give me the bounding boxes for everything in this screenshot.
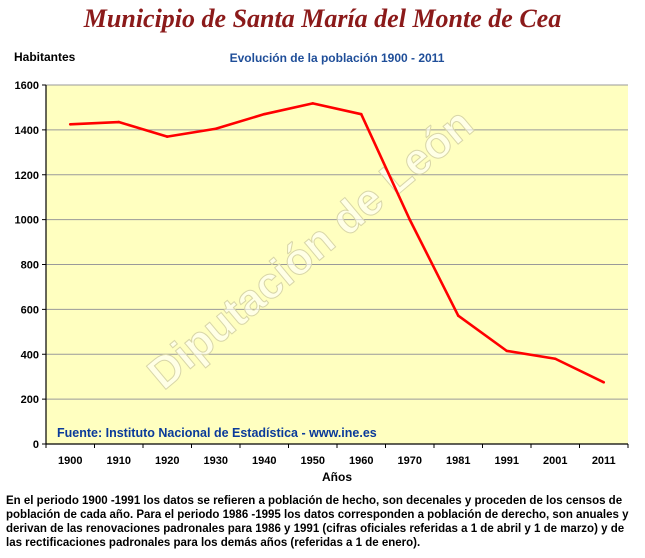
data-point (214, 127, 218, 131)
x-tick-label: 1950 (301, 455, 325, 467)
population-line (70, 102, 605, 384)
chart-title: Evolución de la población 1900 - 2011 (230, 51, 445, 65)
y-tick-label: 400 (21, 349, 39, 361)
y-tick-label: 1400 (15, 125, 39, 137)
gridlines (46, 84, 628, 400)
page-title: Municipio de Santa María del Monte de Ce… (83, 4, 562, 33)
data-point (456, 314, 460, 317)
y-tick-label: 200 (21, 394, 39, 406)
x-tick-label: 1940 (252, 455, 276, 467)
x-tick-label: 1910 (107, 455, 131, 467)
data-point (262, 112, 266, 116)
y-axis-label: Habitantes (14, 50, 76, 64)
x-tick-label: 1900 (58, 455, 82, 467)
x-tick-label: 1970 (398, 455, 422, 467)
y-tick-label: 0 (33, 439, 39, 451)
y-tick-label: 1200 (15, 170, 39, 182)
x-tick-label: 1960 (349, 455, 373, 467)
y-tick-label: 1000 (15, 215, 39, 227)
x-tick-label: 1930 (204, 455, 228, 467)
y-tick-label: 800 (21, 260, 39, 272)
y-tick-label: 1600 (15, 80, 39, 92)
series-layer (68, 102, 606, 384)
x-tick-label: 2001 (543, 455, 567, 467)
y-tick-label: 600 (21, 304, 39, 316)
data-point (117, 120, 121, 124)
data-point (602, 380, 606, 384)
axes (42, 84, 629, 448)
data-point (553, 357, 557, 361)
footnote: En el periodo 1900 -1991 los datos se re… (6, 495, 629, 549)
data-point (359, 112, 363, 116)
data-point (311, 102, 315, 105)
y-tick-labels: 0 200 400 600 800 1000 1200 1400 1600 (15, 80, 39, 451)
source-label: Fuente: Instituto Nacional de Estadístic… (57, 426, 377, 440)
x-tick-label: 1920 (155, 455, 179, 467)
x-tick-label: 2011 (592, 455, 616, 467)
data-point (165, 135, 169, 138)
x-tick-label: 1981 (446, 455, 470, 467)
data-point (505, 349, 509, 353)
x-axis-label: Años (322, 470, 352, 484)
data-point (408, 218, 412, 221)
x-tick-labels: 1900 1910 1920 1930 1940 1950 1960 1970 1981 1991… (58, 455, 616, 467)
population-chart: Diputación de León 020040060080010001200… (14, 50, 629, 484)
x-tick-label: 1991 (495, 455, 519, 467)
data-point (68, 122, 72, 126)
